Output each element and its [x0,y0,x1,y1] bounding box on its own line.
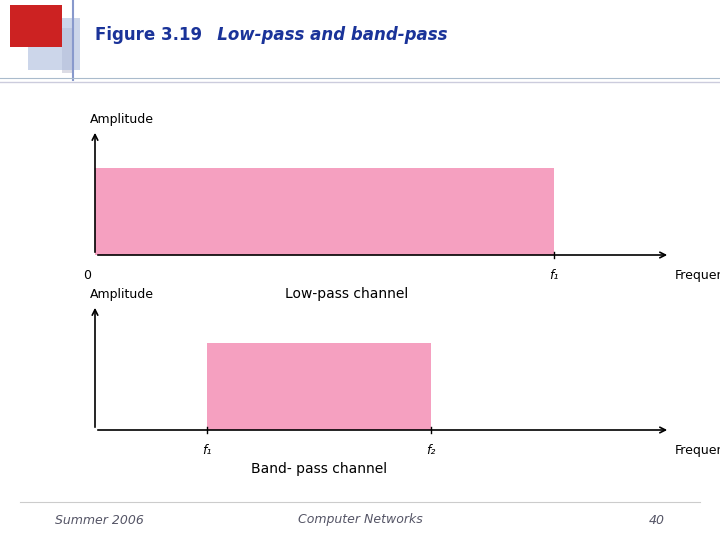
Bar [10,5,62,47]
Text: Frequency: Frequency [675,269,720,282]
Text: Band- pass channel: Band- pass channel [251,462,387,476]
Text: f₁: f₁ [549,269,559,282]
Text: Amplitude: Amplitude [90,288,154,301]
Bar [28,18,80,70]
Text: Low-pass channel: Low-pass channel [285,287,409,301]
Text: Summer 2006: Summer 2006 [55,514,144,526]
Text: Figure 3.19: Figure 3.19 [95,26,202,44]
Text: f₂: f₂ [426,444,436,457]
Text: f₁: f₁ [202,444,212,457]
Bar [207,343,431,430]
Text: Low-pass and band-pass: Low-pass and band-pass [200,26,448,44]
Text: Computer Networks: Computer Networks [297,514,423,526]
Text: Amplitude: Amplitude [90,113,154,126]
Bar [62,28,74,73]
Bar [95,168,554,255]
Text: 40: 40 [649,514,665,526]
Text: Frequency: Frequency [675,444,720,457]
Text: 0: 0 [83,269,91,282]
